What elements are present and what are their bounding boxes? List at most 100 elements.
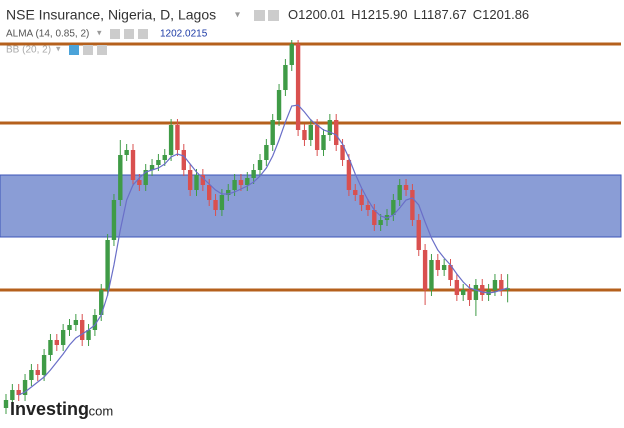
candle-body (391, 200, 396, 215)
candle-body (232, 180, 237, 190)
candle-body (499, 280, 504, 290)
candle-body (118, 155, 123, 200)
candle-body (226, 190, 231, 195)
candle-body (219, 195, 225, 210)
candle-body (289, 44, 294, 65)
candle-body (92, 315, 98, 330)
candle-body (448, 265, 453, 280)
ohlc-key: O (288, 7, 298, 22)
dropdown-arrow[interactable]: ▾ (56, 43, 61, 53)
candle-body (429, 260, 434, 290)
candle-body (86, 330, 91, 340)
bb-label: BB (20, 2) (6, 45, 51, 56)
icon-button[interactable] (110, 29, 120, 39)
candle-body (175, 125, 180, 150)
candle-body (410, 190, 415, 220)
candle-body (365, 205, 371, 210)
candle-body (334, 120, 339, 145)
candle-body (181, 150, 186, 170)
icon-button[interactable] (69, 45, 79, 55)
candle-body (283, 65, 288, 90)
candle-body (340, 145, 345, 160)
icon-button[interactable] (138, 29, 148, 39)
candle-body (73, 320, 79, 325)
candle-body (48, 340, 53, 355)
candle-body (105, 240, 110, 290)
candle-body (270, 120, 275, 145)
candle-body (130, 150, 136, 180)
candle-body (353, 190, 358, 195)
candle-body (3, 400, 9, 408)
ohlc-value: 1187.67 (421, 7, 467, 22)
brand-suffix: .com (85, 403, 113, 418)
alma-line (18, 104, 508, 396)
header: NSE Insurance, Nigeria, D, Lagos ▾ O1200… (6, 7, 529, 56)
candle-body (251, 170, 256, 178)
watermark: Investing .com (10, 399, 113, 419)
candle-body (454, 280, 460, 295)
candle-body (143, 170, 148, 185)
candle-body (80, 320, 85, 340)
candle-body (200, 175, 206, 185)
candle-body (441, 265, 447, 270)
candle-body (480, 285, 485, 295)
candle-body (473, 285, 479, 300)
candle-body (99, 290, 104, 315)
candle-body (162, 155, 167, 160)
candle-body (461, 290, 466, 295)
alma-value: 1202.0215 (160, 29, 208, 40)
candle-body (257, 160, 263, 170)
candle-body (149, 165, 155, 170)
icon-button[interactable] (83, 45, 93, 55)
candle-body (295, 44, 301, 130)
candle-body (346, 160, 352, 190)
icon-button[interactable] (124, 29, 134, 39)
candle-body (327, 120, 333, 135)
candle-body (397, 185, 402, 200)
candle-body (187, 170, 193, 190)
candle-body (276, 90, 282, 120)
candle-body (213, 200, 218, 210)
brand-name: Investing (10, 399, 89, 419)
candle-body (321, 135, 326, 150)
candle-body (124, 150, 129, 155)
candle-body (302, 130, 307, 140)
candle-body (156, 160, 161, 165)
dropdown-arrow[interactable]: ▾ (235, 10, 240, 21)
alma-label: ALMA (14, 0.85, 2) (6, 29, 89, 40)
candle-body (54, 340, 59, 345)
candle-body (35, 370, 40, 375)
chart-title: NSE Insurance, Nigeria, D, Lagos (6, 7, 216, 23)
candle-body (378, 220, 383, 225)
candle-body (359, 195, 364, 205)
candle-body (435, 260, 440, 270)
ohlc-value: 1200.01 (298, 7, 345, 22)
icon-button[interactable] (97, 45, 107, 55)
candle-body (264, 145, 269, 160)
candle-body (60, 330, 66, 345)
candle-body (245, 178, 250, 185)
ohlc-key: L (414, 7, 421, 22)
ohlc-key: C (473, 7, 482, 22)
candle-body (207, 185, 212, 200)
dropdown-arrow[interactable]: ▾ (97, 27, 102, 37)
plot-area (0, 40, 622, 414)
candle-body (22, 380, 28, 395)
candle-body (403, 185, 409, 190)
candle-body (137, 180, 142, 185)
candle-body (314, 125, 320, 150)
icon-button[interactable] (268, 10, 279, 21)
candle-body (416, 220, 421, 250)
candle-body (67, 325, 72, 330)
candle-body (16, 390, 21, 395)
candle-body (308, 125, 313, 140)
icon-button[interactable] (254, 10, 265, 21)
candle-body (422, 250, 428, 290)
candle-body (505, 288, 510, 290)
candle-body (29, 370, 34, 380)
candle-body (492, 280, 498, 290)
candle-body (467, 290, 472, 300)
candle-body (41, 355, 47, 375)
candle-body (194, 175, 199, 190)
